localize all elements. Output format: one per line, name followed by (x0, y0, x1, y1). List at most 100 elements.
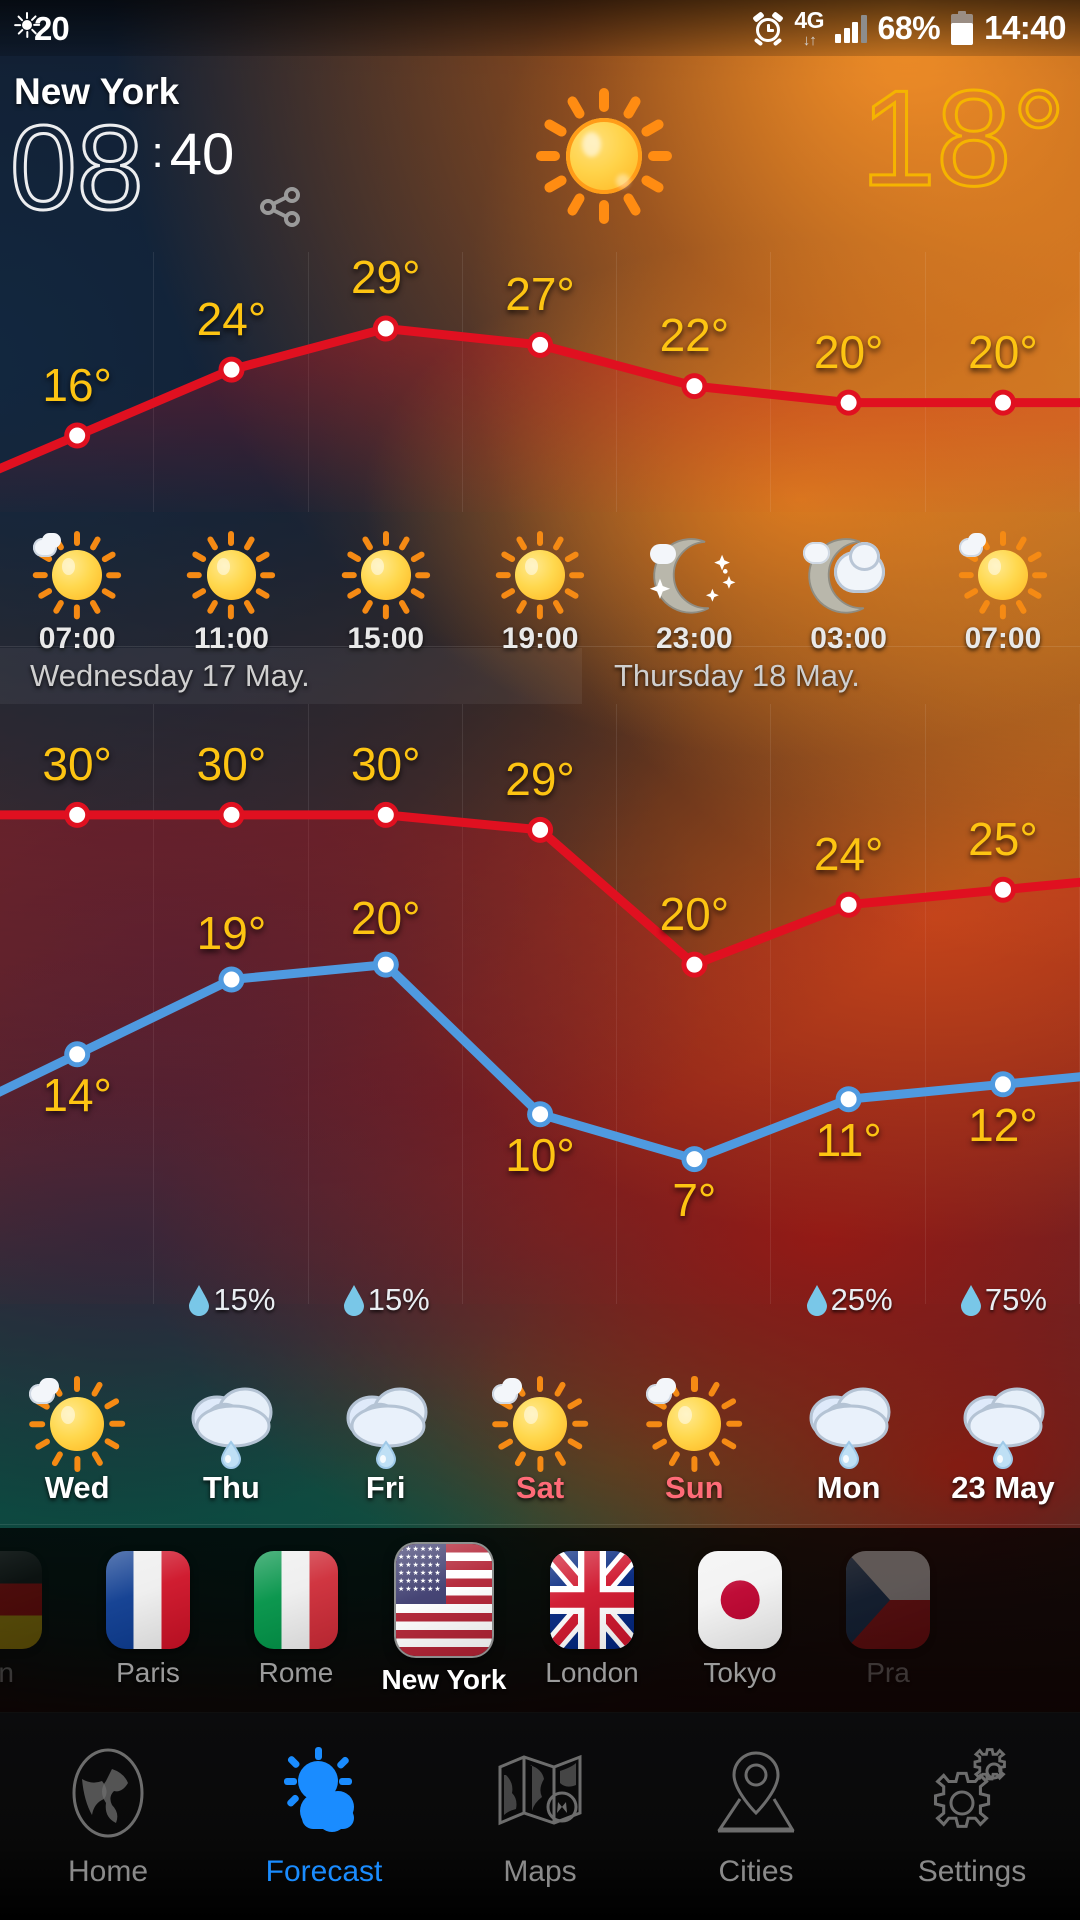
nav-item-home[interactable]: Home (0, 1745, 216, 1889)
hourly-temp-label: 20° (813, 325, 884, 378)
sun-icon (534, 86, 674, 226)
hourly-temp-label: 22° (659, 309, 730, 362)
hourly-temp-label: 20° (968, 325, 1038, 378)
nav-item-maps[interactable]: Maps (432, 1745, 648, 1889)
hourly-time-label: 07:00 (38, 622, 116, 655)
day-band-first: Wednesday 17 May. (0, 648, 582, 704)
japan-flag-icon[interactable] (698, 1551, 782, 1649)
hourly-temperature-line (0, 315, 1080, 512)
status-weather-badge: 20 (34, 10, 70, 47)
sun-icon (494, 529, 586, 621)
sun-cloud-icon (31, 529, 123, 621)
hourly-separator-top (0, 646, 1080, 647)
daily-icon-row: 15% 15% 25% 75% (0, 1282, 1080, 1474)
rain-cloud-icon (799, 1374, 899, 1474)
sun-cloud-icon (27, 1374, 127, 1474)
city-carousel[interactable]: lin Paris Rome ★★★★★★★★★★★★★★★★★★★★★★★★★★★★… (0, 1528, 1080, 1712)
hourly-temp-label: 24° (196, 292, 267, 345)
hourly-icon-cell (771, 520, 925, 630)
daily-day-label: Sun (665, 1470, 724, 1505)
daily-day-row: Wed Thu Fri Sat Sun Mon 23 May (0, 1470, 1080, 1522)
sun-cloud-icon (490, 1374, 590, 1474)
hourly-temp-label: 16° (42, 358, 112, 411)
daily-day-label: Fri (365, 1470, 406, 1505)
nav-item-cities[interactable]: Cities (648, 1745, 864, 1889)
precipitation-probability: 15% (187, 1282, 275, 1318)
local-clock: 08 : 40 (8, 107, 234, 230)
status-bar-right: 4G ↓↑ 68% 14:40 (752, 6, 1066, 49)
city-item[interactable]: lin (0, 1551, 74, 1689)
daily-icon-cell (617, 1304, 771, 1474)
precip-value: 25% (830, 1282, 893, 1317)
city-item-label: London (545, 1657, 639, 1688)
bottom-navigation[interactable]: Home (0, 1712, 1080, 1920)
city-item[interactable]: ★★★★★★★★★★★★★★★★★★★★★★★★★★★★★★★★★★★★ New … (370, 1544, 518, 1696)
location-pin-icon (708, 1745, 804, 1841)
daily-forecast[interactable]: 30° 30° 30° 29° 20° 24° 25° 14° 19° 20° 10° 7° 11° 12… (0, 704, 1080, 1528)
daily-icon-cell: 25% (771, 1282, 925, 1474)
city-item[interactable]: Tokyo (666, 1551, 814, 1689)
usa-flag-icon[interactable]: ★★★★★★★★★★★★★★★★★★★★★★★★★★★★★★★★★★★★ (396, 1544, 492, 1656)
italy-flag-icon[interactable] (254, 1551, 338, 1649)
share-icon[interactable] (258, 184, 304, 230)
daily-high-label: 29° (505, 752, 575, 805)
hourly-time-label: 03:00 (810, 622, 887, 655)
city-name[interactable]: New York (14, 71, 180, 112)
daily-low-label: 10° (505, 1129, 575, 1182)
hourly-temp-label: 27° (505, 267, 575, 320)
hourly-icon-cell (309, 520, 463, 630)
daily-chart[interactable]: 30° 30° 30° 29° 20° 24° 25° 14° 19° 20° 10° 7° 11° 12… (0, 704, 1080, 1304)
nav-label-forecast: Forecast (265, 1854, 383, 1888)
city-item[interactable]: Rome (222, 1551, 370, 1689)
nav-item-settings[interactable]: Settings (864, 1745, 1080, 1889)
daily-day-label: Mon (816, 1470, 881, 1505)
precip-value: 15% (367, 1282, 430, 1317)
daily-day-label: Thu (203, 1470, 260, 1505)
hourly-icon-row (0, 520, 1080, 630)
raindrop-icon (806, 1285, 827, 1316)
rain-cloud-icon (336, 1374, 436, 1474)
hourly-time-row: 07:00 11:00 15:00 19:00 23:00 03:00 07:00 (0, 622, 1080, 670)
daily-high-label: 25° (968, 812, 1038, 865)
germany-flag-icon[interactable] (0, 1551, 42, 1649)
sun-cloud-icon (644, 1374, 744, 1474)
czech-flag-icon[interactable] (846, 1551, 930, 1649)
city-item[interactable]: Pra (814, 1551, 962, 1689)
nav-label-settings: Settings (917, 1854, 1027, 1888)
nav-item-forecast[interactable]: Forecast (216, 1745, 432, 1889)
globe-icon (60, 1745, 156, 1841)
hourly-icon-cell (617, 520, 771, 630)
sun-icon (185, 529, 277, 621)
daily-low-label: 14° (42, 1069, 112, 1122)
daily-icon-cell: 15% (309, 1282, 463, 1474)
daily-low-label: 11° (815, 1114, 882, 1167)
city-item-label: Rome (258, 1657, 334, 1688)
daily-icon-cell: 15% (154, 1282, 308, 1474)
city-item-label: Paris (116, 1657, 180, 1688)
daily-low-label: 12° (968, 1099, 1038, 1152)
rain-cloud-icon (953, 1374, 1053, 1474)
data-arrows-icon: ↓↑ (802, 31, 817, 49)
sun-small-icon (14, 12, 41, 38)
france-flag-icon[interactable] (106, 1551, 190, 1649)
hourly-chart[interactable]: 16° 24° 29° 27° 22° 20° 20° (0, 251, 1080, 512)
city-item[interactable]: London (518, 1551, 666, 1689)
daily-day-label: 23 May (951, 1470, 1055, 1505)
uk-flag-icon[interactable] (550, 1551, 634, 1649)
hourly-time-label: 23:00 (655, 622, 733, 655)
daily-high-label: 30° (42, 737, 112, 790)
city-item[interactable]: Paris (74, 1551, 222, 1689)
daily-high-label: 30° (350, 737, 421, 790)
network-type-label: 4G (794, 6, 825, 33)
status-bar-left: 20 (14, 10, 70, 47)
precipitation-probability: 75% (959, 1282, 1047, 1318)
daily-low-label: 20° (350, 891, 421, 944)
hourly-time-label: 15:00 (347, 622, 425, 655)
nav-label-home: Home (67, 1854, 149, 1888)
battery-icon (951, 11, 974, 45)
sun-cloud-icon (957, 529, 1049, 621)
sun-icon (340, 529, 432, 621)
city-carousel-strip[interactable]: lin Paris Rome ★★★★★★★★★★★★★★★★★★★★★★★★★★★★… (0, 1528, 962, 1712)
precipitation-probability: 15% (342, 1282, 430, 1318)
precip-value: 75% (984, 1282, 1047, 1317)
